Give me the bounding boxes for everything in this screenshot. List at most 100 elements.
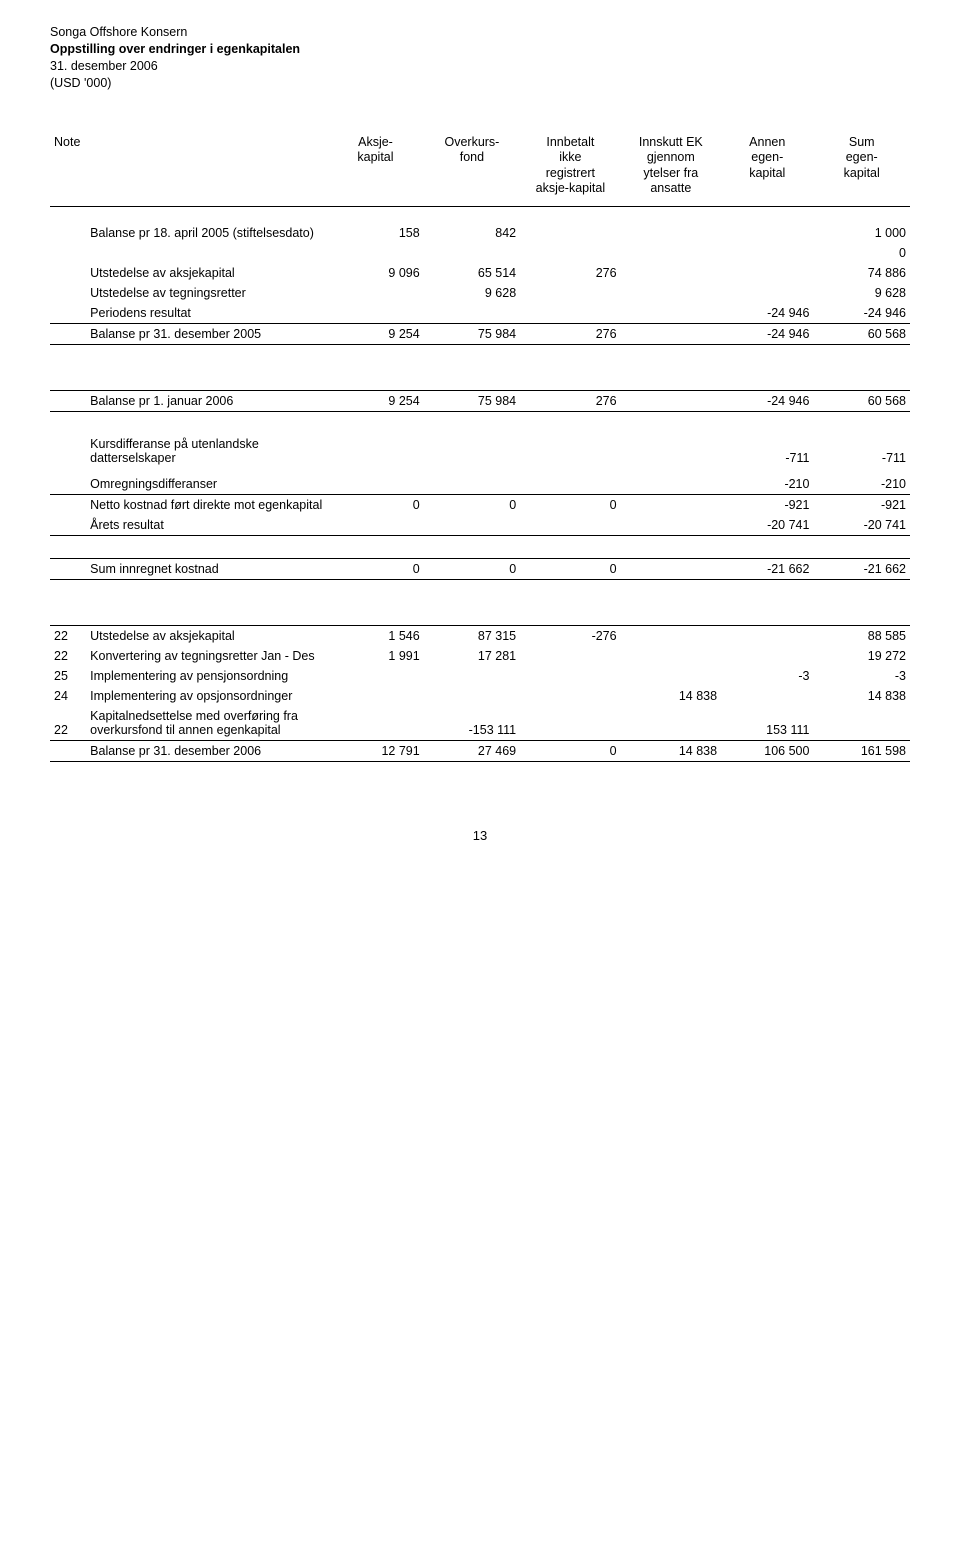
cell-value: 88 585 bbox=[813, 626, 910, 647]
cell-value: 0 bbox=[424, 558, 520, 579]
col-aksjekapital-header: Aksje-kapital bbox=[331, 135, 419, 166]
row-label: Balanse pr 18. april 2005 (stiftelsesdat… bbox=[86, 223, 327, 243]
row-label: Omregningsdifferanser bbox=[86, 474, 327, 495]
table-row: Balanse pr 1. januar 2006 9 254 75 984 2… bbox=[50, 391, 910, 412]
cell-value: 1 546 bbox=[327, 626, 423, 647]
cell-value: 9 254 bbox=[327, 391, 423, 412]
note-ref: 24 bbox=[50, 686, 86, 706]
cell-value: 87 315 bbox=[424, 626, 520, 647]
cell-value: 842 bbox=[424, 223, 520, 243]
cell-value: 60 568 bbox=[813, 323, 910, 344]
cell-value: 0 bbox=[520, 495, 620, 516]
row-label: Årets resultat bbox=[86, 515, 327, 536]
cell-value: 60 568 bbox=[813, 391, 910, 412]
table-row: Balanse pr 31. desember 2005 9 254 75 98… bbox=[50, 323, 910, 344]
row-label: Kapitalnedsettelse med overføring fra ov… bbox=[86, 706, 327, 741]
cell-value: 158 bbox=[327, 223, 423, 243]
cell-value: -711 bbox=[813, 434, 910, 468]
company-name: Songa Offshore Konsern bbox=[50, 24, 910, 41]
cell-value: 1 991 bbox=[327, 646, 423, 666]
cell-value: 0 bbox=[327, 495, 423, 516]
cell-value: 14 838 bbox=[621, 686, 721, 706]
equity-changes-table: Note Aksje-kapital Overkurs-fond Innbeta… bbox=[50, 132, 910, 769]
cell-value: 276 bbox=[520, 391, 620, 412]
cell-value: 27 469 bbox=[424, 741, 520, 762]
row-label: Kursdifferanse på utenlandske dattersels… bbox=[86, 434, 327, 468]
cell-value: 19 272 bbox=[813, 646, 910, 666]
statement-unit: (USD '000) bbox=[50, 75, 910, 92]
cell-value: 0 bbox=[424, 495, 520, 516]
cell-value: -24 946 bbox=[721, 323, 813, 344]
cell-value: 12 791 bbox=[327, 741, 423, 762]
table-row: Utstedelse av tegningsretter 9 628 9 628 bbox=[50, 283, 910, 303]
table-row: Kursdifferanse på utenlandske dattersels… bbox=[50, 434, 910, 468]
page-number: 13 bbox=[50, 828, 910, 843]
table-row: Omregningsdifferanser -210 -210 bbox=[50, 474, 910, 495]
table-header-row: Note Aksje-kapital Overkurs-fond Innbeta… bbox=[50, 132, 910, 201]
table-row: Årets resultat -20 741 -20 741 bbox=[50, 515, 910, 536]
cell-value: -711 bbox=[721, 434, 813, 468]
statement-date: 31. desember 2006 bbox=[50, 58, 910, 75]
row-label: Balanse pr 31. desember 2006 bbox=[86, 741, 327, 762]
col-innskutt-header: Innskutt EKgjennomytelser fraansatte bbox=[625, 135, 717, 198]
cell-value: 276 bbox=[520, 263, 620, 283]
cell-value: 1 000 bbox=[813, 223, 910, 243]
cell-value: -20 741 bbox=[813, 515, 910, 536]
table-row: Periodens resultat -24 946 -24 946 bbox=[50, 303, 910, 324]
cell-value: 0 bbox=[520, 741, 620, 762]
cell-value: 0 bbox=[327, 558, 423, 579]
cell-value: 74 886 bbox=[813, 263, 910, 283]
cell-value: -24 946 bbox=[813, 303, 910, 324]
cell-value: 14 838 bbox=[813, 686, 910, 706]
cell-value: -24 946 bbox=[721, 303, 813, 324]
table-row: 24 Implementering av opsjonsordninger 14… bbox=[50, 686, 910, 706]
note-ref: 22 bbox=[50, 706, 86, 741]
table-row: 22 Utstedelse av aksjekapital 1 546 87 3… bbox=[50, 626, 910, 647]
cell-value: 161 598 bbox=[813, 741, 910, 762]
col-innbetalt-header: Innbetaltikkeregistrertaksje-kapital bbox=[524, 135, 616, 198]
row-label: Balanse pr 31. desember 2005 bbox=[86, 323, 327, 344]
note-ref: 22 bbox=[50, 646, 86, 666]
table-row: Utstedelse av aksjekapital 9 096 65 514 … bbox=[50, 263, 910, 283]
cell-value: -3 bbox=[721, 666, 813, 686]
cell-value: 9 254 bbox=[327, 323, 423, 344]
cell-value: 9 096 bbox=[327, 263, 423, 283]
table-row: 22 Kapitalnedsettelse med overføring fra… bbox=[50, 706, 910, 741]
col-overkursfond-header: Overkurs-fond bbox=[428, 135, 516, 166]
cell-value: -210 bbox=[813, 474, 910, 495]
cell-value: 75 984 bbox=[424, 323, 520, 344]
table-row: Balanse pr 18. april 2005 (stiftelsesdat… bbox=[50, 223, 910, 243]
cell-value: -21 662 bbox=[721, 558, 813, 579]
cell-value: 65 514 bbox=[424, 263, 520, 283]
table-row: 22 Konvertering av tegningsretter Jan - … bbox=[50, 646, 910, 666]
row-label: Utstedelse av aksjekapital bbox=[86, 626, 327, 647]
note-ref: 25 bbox=[50, 666, 86, 686]
row-label: Konvertering av tegningsretter Jan - Des bbox=[86, 646, 327, 666]
row-label: Implementering av pensjonsordning bbox=[86, 666, 327, 686]
cell-value: 17 281 bbox=[424, 646, 520, 666]
cell-value: 75 984 bbox=[424, 391, 520, 412]
cell-value: -3 bbox=[813, 666, 910, 686]
cell-value: -210 bbox=[721, 474, 813, 495]
table-row: Balanse pr 31. desember 2006 12 791 27 4… bbox=[50, 741, 910, 762]
table-row: 0 bbox=[50, 243, 910, 263]
row-label: Utstedelse av aksjekapital bbox=[86, 263, 327, 283]
cell-value: -24 946 bbox=[721, 391, 813, 412]
row-label: Netto kostnad ført direkte mot egenkapit… bbox=[86, 495, 327, 516]
table-row: 25 Implementering av pensjonsordning -3 … bbox=[50, 666, 910, 686]
statement-title: Oppstilling over endringer i egenkapital… bbox=[50, 41, 910, 58]
cell-value: 153 111 bbox=[721, 706, 813, 741]
row-label: Sum innregnet kostnad bbox=[86, 558, 327, 579]
row-label: Implementering av opsjonsordninger bbox=[86, 686, 327, 706]
cell-value: 9 628 bbox=[813, 283, 910, 303]
cell-value: 14 838 bbox=[621, 741, 721, 762]
col-annen-header: Annenegen-kapital bbox=[725, 135, 809, 182]
cell-value: 276 bbox=[520, 323, 620, 344]
col-sum-header: Sumegen-kapital bbox=[817, 135, 906, 182]
col-note-header: Note bbox=[54, 135, 82, 151]
cell-value: -921 bbox=[721, 495, 813, 516]
cell-value: 0 bbox=[813, 243, 910, 263]
note-ref: 22 bbox=[50, 626, 86, 647]
cell-value: 9 628 bbox=[424, 283, 520, 303]
document-header: Songa Offshore Konsern Oppstilling over … bbox=[50, 24, 910, 92]
